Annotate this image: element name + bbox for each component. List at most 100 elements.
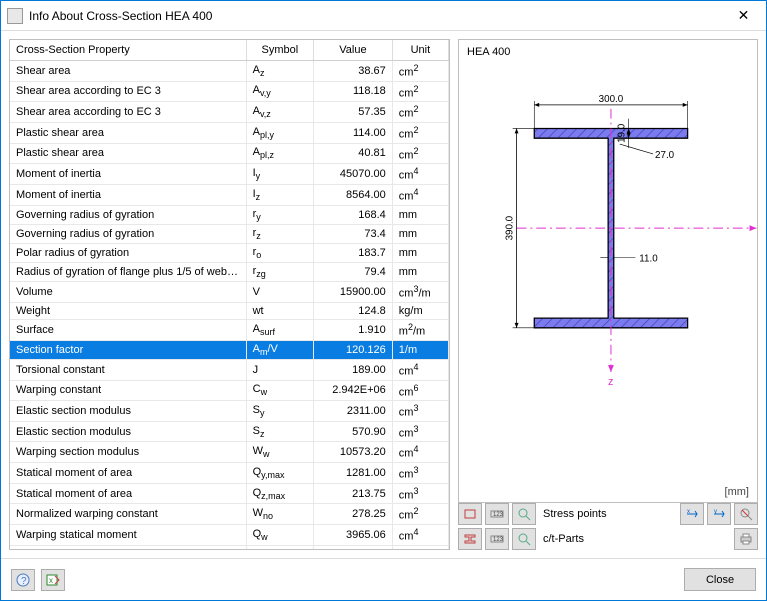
svg-text:123: 123 (493, 537, 504, 543)
table-row[interactable]: Plastic shear areaApl,z40.81cm2 (10, 143, 449, 164)
table-row[interactable]: Shear area according to EC 3Av,y118.18cm… (10, 81, 449, 102)
table-row[interactable]: Governing radius of gyrationry168.4mm (10, 205, 449, 224)
window: Info About Cross-Section HEA 400 ✕ Cross… (0, 0, 767, 601)
dimensions-toggle-icon[interactable] (458, 503, 482, 525)
cell-unit: cm2 (392, 102, 448, 123)
col-header-property[interactable]: Cross-Section Property (10, 40, 246, 61)
table-row[interactable]: Statical moment of areaQz,max213.75cm3 (10, 483, 449, 504)
axis-x-icon[interactable]: x (680, 503, 704, 525)
svg-text:123: 123 (493, 512, 504, 518)
stress-points-label: Stress points (539, 508, 677, 520)
content: Cross-Section Property Symbol Value Unit… (1, 31, 766, 558)
cell-property: Statical moment of area (10, 463, 246, 484)
cell-symbol: Iz (246, 184, 313, 205)
table-row[interactable]: Shear areaAz38.67cm2 (10, 61, 449, 82)
col-header-symbol[interactable]: Symbol (246, 40, 313, 61)
cell-unit: cm3 (392, 483, 448, 504)
preview-panel: HEA 400 yz300.0390.019.011.027.0 [mm] 12… (458, 39, 758, 550)
table-row[interactable]: Shear area according to EC 3Av,z57.35cm2 (10, 102, 449, 123)
svg-text:390.0: 390.0 (505, 215, 516, 240)
table-row[interactable]: Warping section modulusWw10573.20cm4 (10, 442, 449, 463)
cell-unit: cm4 (392, 164, 448, 185)
ct-parts-label: c/t-Parts (539, 533, 731, 545)
printer-icon[interactable] (734, 528, 758, 550)
help-icon[interactable]: ? (11, 569, 35, 591)
cell-value: 124.8 (314, 303, 393, 320)
cell-property: Plastic section modulus (10, 545, 246, 549)
cell-value: 45070.00 (314, 164, 393, 185)
preview-unit: [mm] (725, 486, 749, 498)
zoom-icon[interactable] (512, 503, 536, 525)
svg-text:11.0: 11.0 (639, 254, 658, 265)
cell-unit: cm3 (392, 401, 448, 422)
excel-export-icon[interactable]: x (41, 569, 65, 591)
cell-unit: cm3 (392, 545, 448, 549)
cell-property: Moment of inertia (10, 184, 246, 205)
table-row[interactable]: Plastic shear areaApl,y114.00cm2 (10, 122, 449, 143)
cell-symbol: ry (246, 205, 313, 224)
cell-unit: cm4 (392, 184, 448, 205)
cell-property: Torsional constant (10, 359, 246, 380)
table-row[interactable]: Moment of inertiaIy45070.00cm4 (10, 164, 449, 185)
cell-unit: cm2 (392, 504, 448, 525)
table-row[interactable]: Section factorAm/V120.1261/m (10, 340, 449, 359)
close-icon[interactable]: ✕ (721, 1, 766, 31)
svg-text:x: x (687, 509, 690, 515)
cell-symbol: wt (246, 303, 313, 320)
table-row[interactable]: VolumeV15900.00cm3/m (10, 282, 449, 303)
table-row[interactable]: SurfaceAsurf1.910m2/m (10, 320, 449, 341)
table-row[interactable]: Torsional constantJ189.00cm4 (10, 359, 449, 380)
cell-property: Statical moment of area (10, 483, 246, 504)
table-row[interactable]: Moment of inertiaIz8564.00cm4 (10, 184, 449, 205)
cell-value: 2311.00 (314, 401, 393, 422)
table-row[interactable]: Plastic section modulusZy2562.00cm3 (10, 545, 449, 549)
cell-value: 57.35 (314, 102, 393, 123)
table-row[interactable]: Elastic section modulusSy2311.00cm3 (10, 401, 449, 422)
cell-symbol: Apl,y (246, 122, 313, 143)
cell-symbol: Qy,max (246, 463, 313, 484)
cell-value: 10573.20 (314, 442, 393, 463)
table-row[interactable]: Normalized warping constantWno278.25cm2 (10, 504, 449, 525)
svg-text:27.0: 27.0 (655, 150, 675, 161)
table-row[interactable]: Elastic section modulusSz570.90cm3 (10, 421, 449, 442)
cell-unit: cm3 (392, 421, 448, 442)
cell-value: 15900.00 (314, 282, 393, 303)
cell-symbol: Zy (246, 545, 313, 549)
values-toggle-icon[interactable]: 123 (485, 503, 509, 525)
values2-toggle-icon[interactable]: 123 (485, 528, 509, 550)
cell-unit: cm6 (392, 380, 448, 401)
cell-property: Governing radius of gyration (10, 205, 246, 224)
col-header-unit[interactable]: Unit (392, 40, 448, 61)
properties-panel: Cross-Section Property Symbol Value Unit… (9, 39, 450, 550)
zoom2-icon[interactable] (512, 528, 536, 550)
print-view-icon[interactable] (734, 503, 758, 525)
table-row[interactable]: Warping constantCw2.942E+06cm6 (10, 380, 449, 401)
table-row[interactable]: Radius of gyration of flange plus 1/5 of… (10, 263, 449, 282)
table-row[interactable]: Warping statical momentQw3965.06cm4 (10, 525, 449, 546)
cell-unit: mm (392, 224, 448, 243)
table-row[interactable]: Governing radius of gyrationrz73.4mm (10, 224, 449, 243)
cell-value: 120.126 (314, 340, 393, 359)
cell-symbol: Av,z (246, 102, 313, 123)
cell-property: Plastic shear area (10, 122, 246, 143)
cell-unit: m2/m (392, 320, 448, 341)
col-header-value[interactable]: Value (314, 40, 393, 61)
cell-symbol: rz (246, 224, 313, 243)
cell-value: 8564.00 (314, 184, 393, 205)
preview-label: HEA 400 (467, 46, 510, 58)
properties-table-scroll[interactable]: Cross-Section Property Symbol Value Unit… (10, 40, 449, 549)
cell-property: Warping section modulus (10, 442, 246, 463)
cell-symbol: Az (246, 61, 313, 82)
cell-unit: cm2 (392, 61, 448, 82)
cell-symbol: Qz,max (246, 483, 313, 504)
section-outline-icon[interactable] (458, 528, 482, 550)
table-row[interactable]: Statical moment of areaQy,max1281.00cm3 (10, 463, 449, 484)
axis-y-icon[interactable]: y (707, 503, 731, 525)
cell-value: 2.942E+06 (314, 380, 393, 401)
cell-unit: cm4 (392, 525, 448, 546)
table-row[interactable]: Weightwt124.8kg/m (10, 303, 449, 320)
preview-toolbar: 123 Stress points x y 123 c/t-Parts (458, 503, 758, 550)
table-row[interactable]: Polar radius of gyrationro183.7mm (10, 243, 449, 262)
cell-symbol: ro (246, 243, 313, 262)
close-button[interactable]: Close (684, 568, 756, 591)
